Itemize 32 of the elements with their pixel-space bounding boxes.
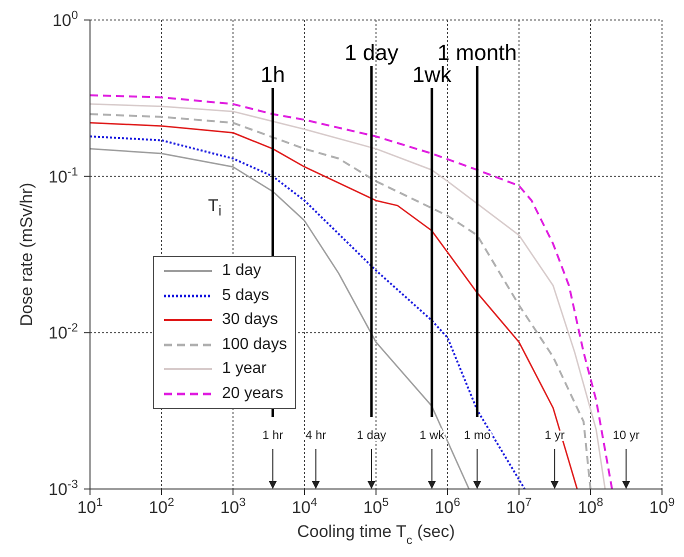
x-tick-label: 10$^{5}$ (363, 495, 390, 517)
y-tick-label: 10$^{-1}$ (48, 164, 78, 186)
ref-line-label: 1 wk (420, 428, 446, 442)
x-tick-label: 10$^{6}$ (434, 495, 461, 517)
y-tick-label: 10$^{-3}$ (48, 477, 78, 499)
ref-line-label: 1 day (344, 40, 398, 65)
legend-label: 20 years (222, 384, 284, 403)
legend-title: T$_{i}$ (208, 196, 222, 220)
legend-label: 100 days (222, 336, 287, 354)
ref-line-label: 1 hr (262, 428, 284, 442)
x-tick-label: 10$^{3}$ (220, 495, 246, 517)
ref-line-label: 1 month (437, 40, 517, 65)
x-axis-title: Cooling time T$_{c}$ (sec) (297, 522, 455, 547)
ref-line-label: 1wk (412, 62, 452, 87)
y-tick-label: 10$^{0}$ (52, 8, 78, 30)
ref-line-label: 10 yr (612, 428, 640, 442)
ref-line-label: 1 day (356, 428, 386, 442)
ref-line-label: 4 hr (305, 428, 326, 442)
x-tick-label: 10$^{8}$ (578, 495, 604, 517)
legend-label: 5 days (222, 286, 270, 305)
x-tick-label: 10$^{7}$ (506, 495, 532, 517)
ref-line-label: 1 mo (464, 428, 491, 442)
legend-label: 1 day (222, 262, 262, 280)
x-tick-label: 10$^{2}$ (148, 495, 175, 517)
legend-label: 1 year (222, 360, 266, 378)
x-tick-label: 10$^{9}$ (649, 495, 676, 517)
y-tick-label: 10$^{-2}$ (48, 320, 78, 343)
y-axis-title: Dose rate (mSv/hr) (17, 182, 36, 326)
x-tick-label: 10$^{4}$ (292, 495, 318, 517)
legend-label: 30 days (222, 311, 278, 330)
x-tick-label: 10$^{1}$ (77, 495, 104, 517)
ref-line-label: 1h (260, 62, 286, 87)
